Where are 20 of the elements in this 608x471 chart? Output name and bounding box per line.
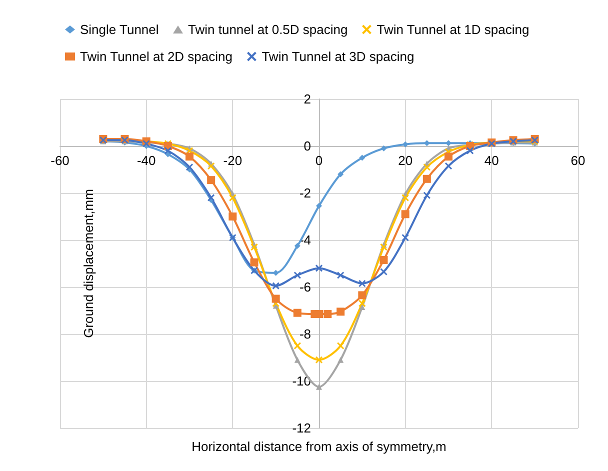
legend-label: Twin Tunnel at 3D spacing bbox=[262, 49, 414, 64]
x-tick-label: 40 bbox=[484, 153, 499, 168]
y-tick-label: -2 bbox=[299, 186, 311, 200]
y-axis-title: Ground displacement,mm bbox=[81, 189, 96, 338]
y-tick-label: -6 bbox=[299, 280, 311, 294]
legend-label: Twin Tunnel at 2D spacing bbox=[80, 49, 232, 64]
legend-label: Twin tunnel at 0.5D spacing bbox=[188, 22, 348, 37]
x-tick-label: -20 bbox=[223, 153, 242, 168]
y-tick-label: -12 bbox=[292, 420, 311, 436]
x-axis-title: Horizontal distance from axis of symmetry,m bbox=[192, 439, 446, 454]
legend-label: Single Tunnel bbox=[80, 22, 159, 37]
x-tick-label: -60 bbox=[50, 153, 70, 168]
x-tick-label: -40 bbox=[136, 153, 156, 168]
x-tick-label: 0 bbox=[315, 153, 323, 168]
x-tick-label: 60 bbox=[570, 153, 586, 168]
y-tick-label: -8 bbox=[299, 326, 311, 342]
legend-label: Twin Tunnel at 1D spacing bbox=[376, 22, 530, 37]
x-tick-label: 20 bbox=[398, 153, 413, 168]
y-tick-label: 2 bbox=[304, 92, 311, 106]
y-tick-label: 0 bbox=[304, 138, 311, 154]
